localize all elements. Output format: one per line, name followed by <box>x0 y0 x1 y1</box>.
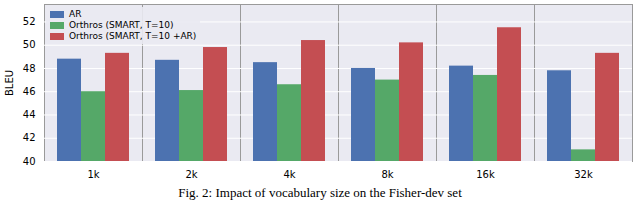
svg-text:4k: 4k <box>283 169 295 180</box>
svg-text:50: 50 <box>23 39 36 50</box>
svg-text:16k: 16k <box>476 169 495 180</box>
svg-text:1k: 1k <box>87 169 99 180</box>
svg-text:8k: 8k <box>381 169 393 180</box>
html-text:Fig. 2: Impact of vocabulary s: Fig. 2: Impact of vocabulary size on the… <box>178 185 462 200</box>
svg-text:44: 44 <box>23 109 36 120</box>
svg-text:2k: 2k <box>185 169 197 180</box>
svg-text:40: 40 <box>23 156 36 167</box>
svg-text:BLEU: BLEU <box>4 70 15 96</box>
html-text:Orthros (SMART, T=10): Orthros (SMART, T=10) <box>69 20 174 30</box>
svg-text:42: 42 <box>23 132 36 143</box>
html-text:Orthros (SMART, T=10 +AR): Orthros (SMART, T=10 +AR) <box>69 31 197 41</box>
html-text:AR: AR <box>69 9 82 19</box>
svg-text:52: 52 <box>23 16 36 27</box>
svg-text:46: 46 <box>23 86 36 97</box>
svg-text:48: 48 <box>23 63 36 74</box>
svg-text:32k: 32k <box>574 169 593 180</box>
